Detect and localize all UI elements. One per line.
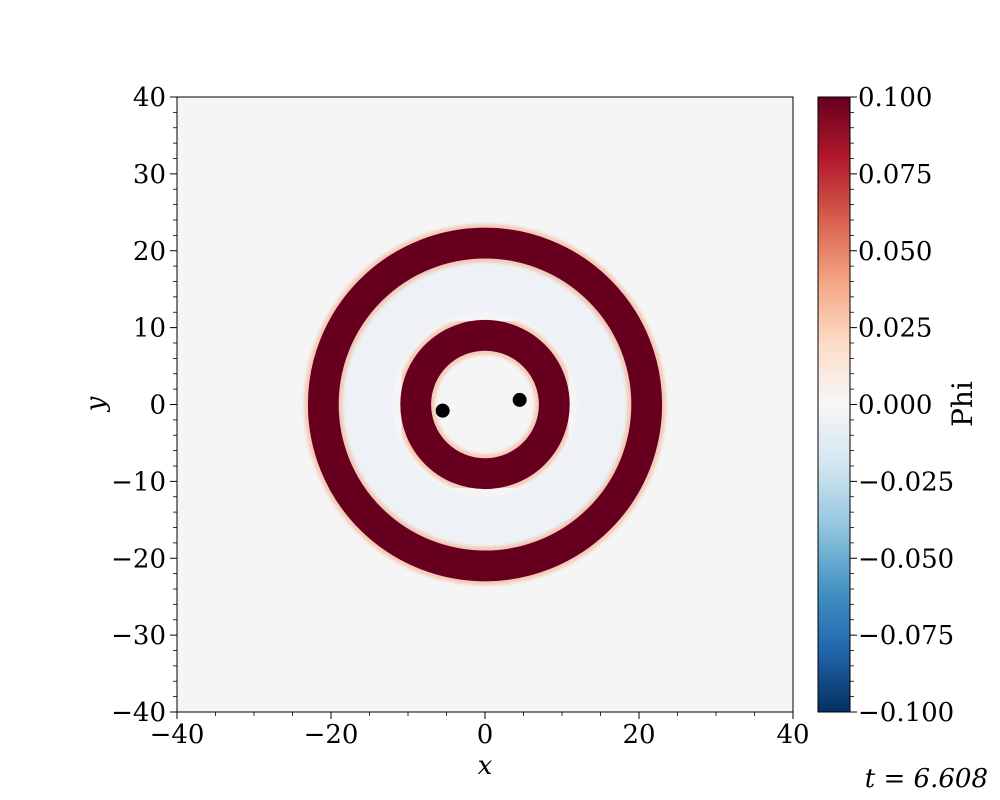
particle-point-2 [512,392,527,407]
x-tick-label: 0 [477,720,494,750]
colorbar-tick-label: 0.000 [858,391,932,421]
colorbar-gradient [817,96,851,713]
x-axis: −40 −20 0 20 40 [150,712,810,750]
x-tick-label: −20 [304,720,359,750]
colorbar-tick-label: −0.100 [858,698,954,728]
y-tick-label: −10 [111,467,166,497]
x-tick-label: 20 [622,720,655,750]
field-halo [315,235,655,574]
colorbar-tick-label: 0.025 [858,314,932,344]
particle-point-1 [435,403,450,418]
colorbar-tick-label: −0.075 [858,621,954,651]
y-tick-label: 20 [133,237,166,267]
y-tick-label: −20 [111,544,166,574]
x-tick-label: −40 [150,720,205,750]
y-tick-label: 10 [133,314,166,344]
point-layer [435,392,527,418]
plot-background [177,97,793,712]
colorbar-tick-label: −0.025 [858,467,954,497]
colorbar-ticks: −0.100 −0.075 −0.050 −0.025 0.000 0.025 0.050 0… [850,83,954,728]
colorbar-tick-label: 0.075 [858,160,932,190]
y-axis: −40 −30 −20 −10 0 10 20 30 40 [111,83,177,728]
colorbar-label: Phi [946,381,979,427]
y-tick-label: 0 [149,391,166,421]
y-tick-label: 30 [133,160,166,190]
y-tick-label: −40 [111,698,166,728]
y-tick-label: −30 [111,621,166,651]
colorbar-tick-label: 0.100 [858,83,932,113]
plot-area [176,96,794,713]
y-axis-label: y [81,396,111,412]
colorbar-tick-label: −0.050 [858,544,954,574]
inner-ring [400,319,570,490]
y-tick-label: 40 [133,83,166,113]
x-tick-label: 40 [776,720,809,750]
colorbar-tick-label: 0.050 [858,237,932,267]
colorbar: −0.100 −0.075 −0.050 −0.025 0.000 0.025 0.050 0… [817,83,979,728]
outer-ring [307,227,663,582]
field-layer [304,223,666,586]
time-label: t = 6.608 [865,764,988,794]
x-axis-label: x [478,751,493,781]
